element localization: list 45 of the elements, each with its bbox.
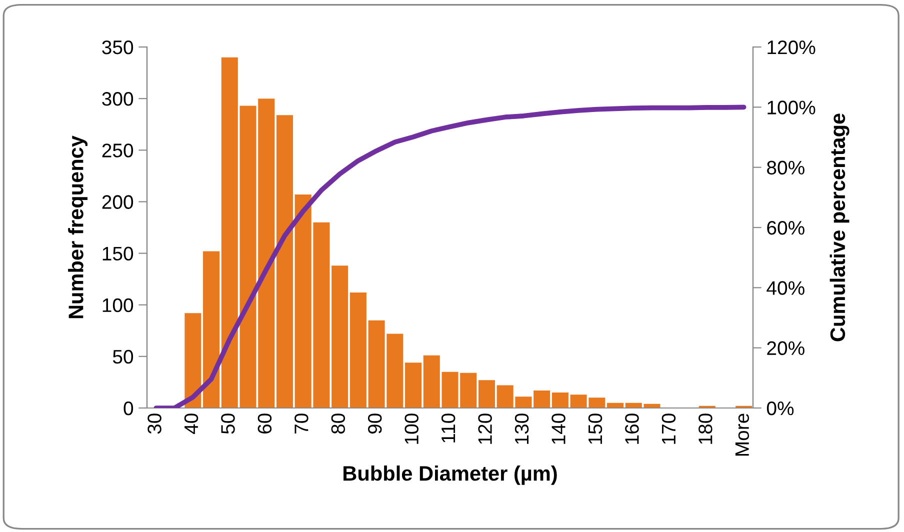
y-tick-label: 50 [112, 350, 134, 364]
y-tick-label: 150 [102, 246, 134, 261]
x-tick-label: 150 [588, 414, 602, 444]
x-tick-label: 60 [258, 414, 272, 434]
x-tick-label: 100 [404, 414, 418, 444]
bar [276, 115, 293, 408]
bar [478, 380, 495, 408]
y2-tick-label: 120% [768, 40, 816, 54]
bar [332, 266, 348, 408]
x-tick-label: More [735, 414, 750, 456]
y-axis-title: Number frequency [68, 136, 88, 318]
bar [552, 392, 568, 408]
x-tick-label: 90 [368, 414, 382, 434]
y-tick-label: 0 [124, 401, 134, 416]
bar [405, 362, 422, 408]
y-tick-label: 300 [102, 92, 134, 106]
bar [203, 251, 220, 408]
x-tick-label: 30 [148, 414, 162, 434]
x-tick-label: 120 [478, 414, 492, 444]
x-tick-label: 170 [662, 414, 676, 444]
y2-tick-label: 0% [766, 401, 794, 416]
x-tick-label: 140 [552, 414, 566, 444]
line-series [154, 104, 746, 408]
y2-axis-title: Cumulative percentage [830, 114, 850, 342]
x-tick-label: 40 [184, 414, 198, 434]
x-tick-label: 80 [331, 414, 346, 434]
y-tick-label: 250 [102, 144, 134, 158]
x-tick-label: 160 [625, 414, 639, 444]
bar [534, 390, 550, 408]
x-tick-label: 50 [221, 414, 235, 434]
y2-tick-label: 100% [768, 100, 816, 114]
x-axis-title: Bubble Diameter (µm) [344, 465, 557, 485]
y2-tick-label: 40% [766, 281, 804, 295]
bar [184, 313, 202, 408]
x-tick-label: 70 [294, 414, 308, 434]
x-tick-label: 110 [441, 414, 456, 442]
y2-tick-label: 60% [767, 220, 804, 235]
y-tick-label: 200 [102, 195, 134, 209]
y2-tick-label: 20% [767, 341, 804, 356]
y-tick-label: 350 [102, 40, 134, 54]
y2-tick-label: 80% [767, 160, 804, 175]
x-tick-label: 130 [514, 414, 529, 444]
y-tick-label: 100 [102, 298, 134, 312]
bar [350, 292, 366, 408]
x-tick-label: 180 [698, 414, 712, 444]
